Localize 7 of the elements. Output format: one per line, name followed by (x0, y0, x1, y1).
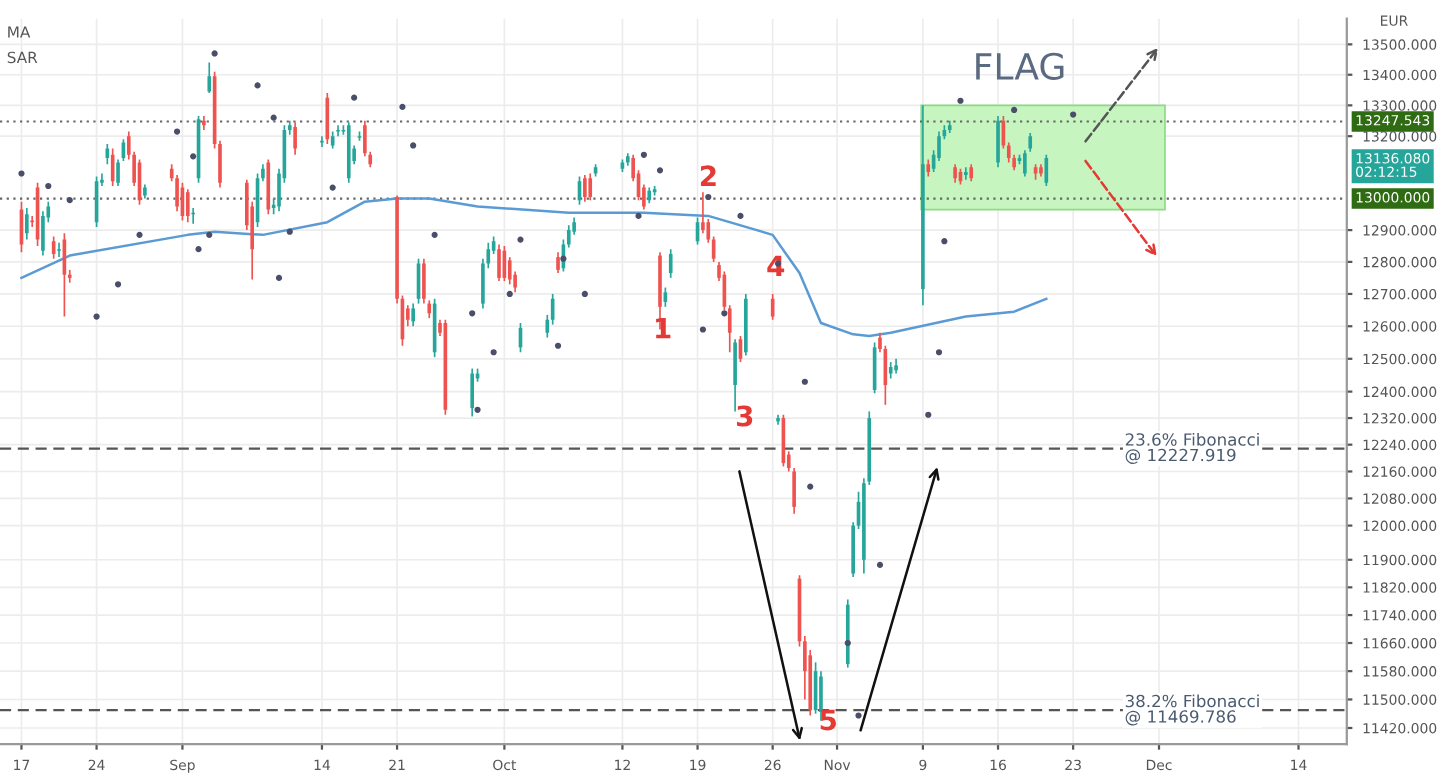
ref-line-label: 38.2% Fibonacci @ 11469.786 (1125, 694, 1259, 726)
annotation: 3 (736, 405, 753, 427)
annotation: 5 (820, 709, 837, 731)
annotation: FLAG (976, 52, 1064, 80)
ref-line-label: 23.6% Fibonacci @ 12227.919 (1125, 432, 1259, 464)
annotation: 1 (656, 318, 671, 339)
annotation: 2 (700, 165, 716, 186)
